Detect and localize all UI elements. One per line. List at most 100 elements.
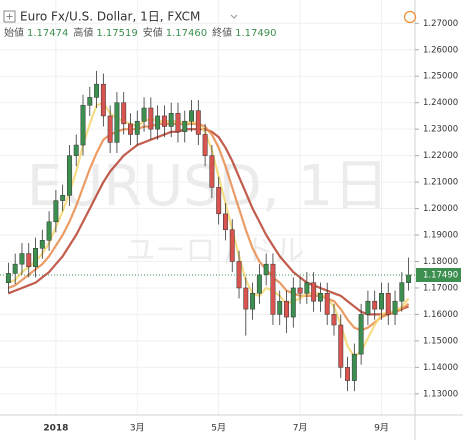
x-tick-label: 7月 xyxy=(293,423,308,434)
candle-body xyxy=(358,314,364,355)
y-tick-label: 1.15000 xyxy=(423,336,458,346)
y-tick-label: 1.26000 xyxy=(423,45,458,55)
candle-body xyxy=(223,213,228,230)
candle-body xyxy=(216,187,222,215)
ohlc-value: 1.17490 xyxy=(235,28,276,39)
moving-average xyxy=(7,122,410,332)
collapse-button[interactable] xyxy=(3,10,16,23)
candle-body xyxy=(351,353,357,381)
candle-body xyxy=(141,107,147,122)
candle-body xyxy=(168,113,174,127)
ohlc-value: 1.17460 xyxy=(166,28,207,39)
ohlc-label: 安値 xyxy=(143,26,163,39)
candle-body xyxy=(379,293,384,310)
ohlc-value: 1.17474 xyxy=(27,28,68,39)
plot xyxy=(5,70,412,392)
watermark: EURUSD, 1日 xyxy=(27,154,389,219)
candle-body xyxy=(284,300,289,318)
candle-body xyxy=(297,287,303,294)
y-tick-label: 1.19000 xyxy=(423,231,458,241)
candle-body xyxy=(263,263,269,275)
candle-body xyxy=(189,110,194,122)
x-tick-label: 3月 xyxy=(130,423,145,434)
candle-body xyxy=(161,115,167,127)
candle-body xyxy=(345,367,351,381)
y-tick-label: 1.23000 xyxy=(423,125,458,135)
candle-body xyxy=(229,229,235,262)
plus-icon xyxy=(6,13,13,20)
candle-body xyxy=(209,155,215,188)
ohlc-header: 始値 1.17474 高値 1.17519 安値 1.17460 終値 1.17490 xyxy=(4,26,276,39)
y-tick-label: 1.14000 xyxy=(423,363,458,373)
candle-body xyxy=(324,293,330,315)
last-price-label: 1.17490 xyxy=(423,270,458,280)
candle-body xyxy=(80,105,86,146)
dropdown-icon[interactable] xyxy=(230,14,238,19)
x-tick-label: 9月 xyxy=(374,423,389,434)
candle-body xyxy=(236,261,242,289)
candle-body xyxy=(19,253,25,265)
candle-body xyxy=(73,144,79,156)
candle-body xyxy=(66,155,72,196)
candle-body xyxy=(26,253,32,268)
candle-body xyxy=(311,282,317,302)
candle-body xyxy=(250,293,256,310)
candle-body xyxy=(121,102,127,125)
ohlc-label: 高値 xyxy=(73,26,93,39)
candle-body xyxy=(12,263,18,274)
candle-body xyxy=(134,120,140,135)
ohlc-label: 始値 xyxy=(4,26,24,39)
candle-body xyxy=(202,134,208,156)
candle-body xyxy=(60,195,66,201)
candle-body xyxy=(277,300,283,315)
candle-body xyxy=(399,282,405,302)
candle-body xyxy=(5,273,11,283)
candle-body xyxy=(317,293,323,302)
candle-body xyxy=(195,110,201,135)
candle-body xyxy=(243,287,249,310)
candle-body xyxy=(406,274,412,283)
candle-body xyxy=(114,102,120,143)
y-tick-label: 1.24000 xyxy=(423,98,458,108)
y-tick-label: 1.25000 xyxy=(423,72,458,82)
last-price-box xyxy=(416,267,461,282)
candle-body xyxy=(304,282,310,294)
candle-body xyxy=(270,263,276,315)
alert-icon[interactable] xyxy=(403,10,417,24)
y-tick-label: 1.16000 xyxy=(423,310,458,320)
candle-body xyxy=(290,287,296,318)
candle-body xyxy=(33,248,38,268)
candle-body xyxy=(392,300,398,315)
y-tick-label: 1.27000 xyxy=(423,19,458,29)
candle-body xyxy=(338,324,344,368)
candle-body xyxy=(148,107,154,130)
candle-body xyxy=(128,123,133,135)
candle-body xyxy=(39,240,45,249)
candle-body xyxy=(256,274,262,294)
candle-body xyxy=(385,293,391,315)
chart-title: Euro Fx/U.S. Dollar, 1日, FXCM xyxy=(20,10,200,24)
candle-body xyxy=(100,83,106,117)
y-tick-label: 1.21000 xyxy=(423,178,458,188)
ohlc-label: 終値 xyxy=(212,26,232,39)
candle-body xyxy=(46,221,52,241)
candle-body xyxy=(87,97,93,106)
candle-body xyxy=(107,115,113,143)
ohlc-value: 1.17519 xyxy=(96,28,137,39)
candle-body xyxy=(331,314,337,326)
y-tick-label: 1.17000 xyxy=(423,283,458,293)
x-tick-label: 2018 xyxy=(43,424,68,434)
candle-body xyxy=(53,200,59,223)
candle-body xyxy=(372,300,378,310)
candle-body xyxy=(175,113,181,133)
y-tick-label: 1.18000 xyxy=(423,257,458,267)
candle-body xyxy=(94,83,100,98)
y-tick-label: 1.22000 xyxy=(423,151,458,161)
candle-body xyxy=(182,120,188,133)
y-tick-label: 1.13000 xyxy=(423,389,458,399)
y-tick-label: 1.20000 xyxy=(423,204,458,214)
candle-body xyxy=(365,300,371,315)
